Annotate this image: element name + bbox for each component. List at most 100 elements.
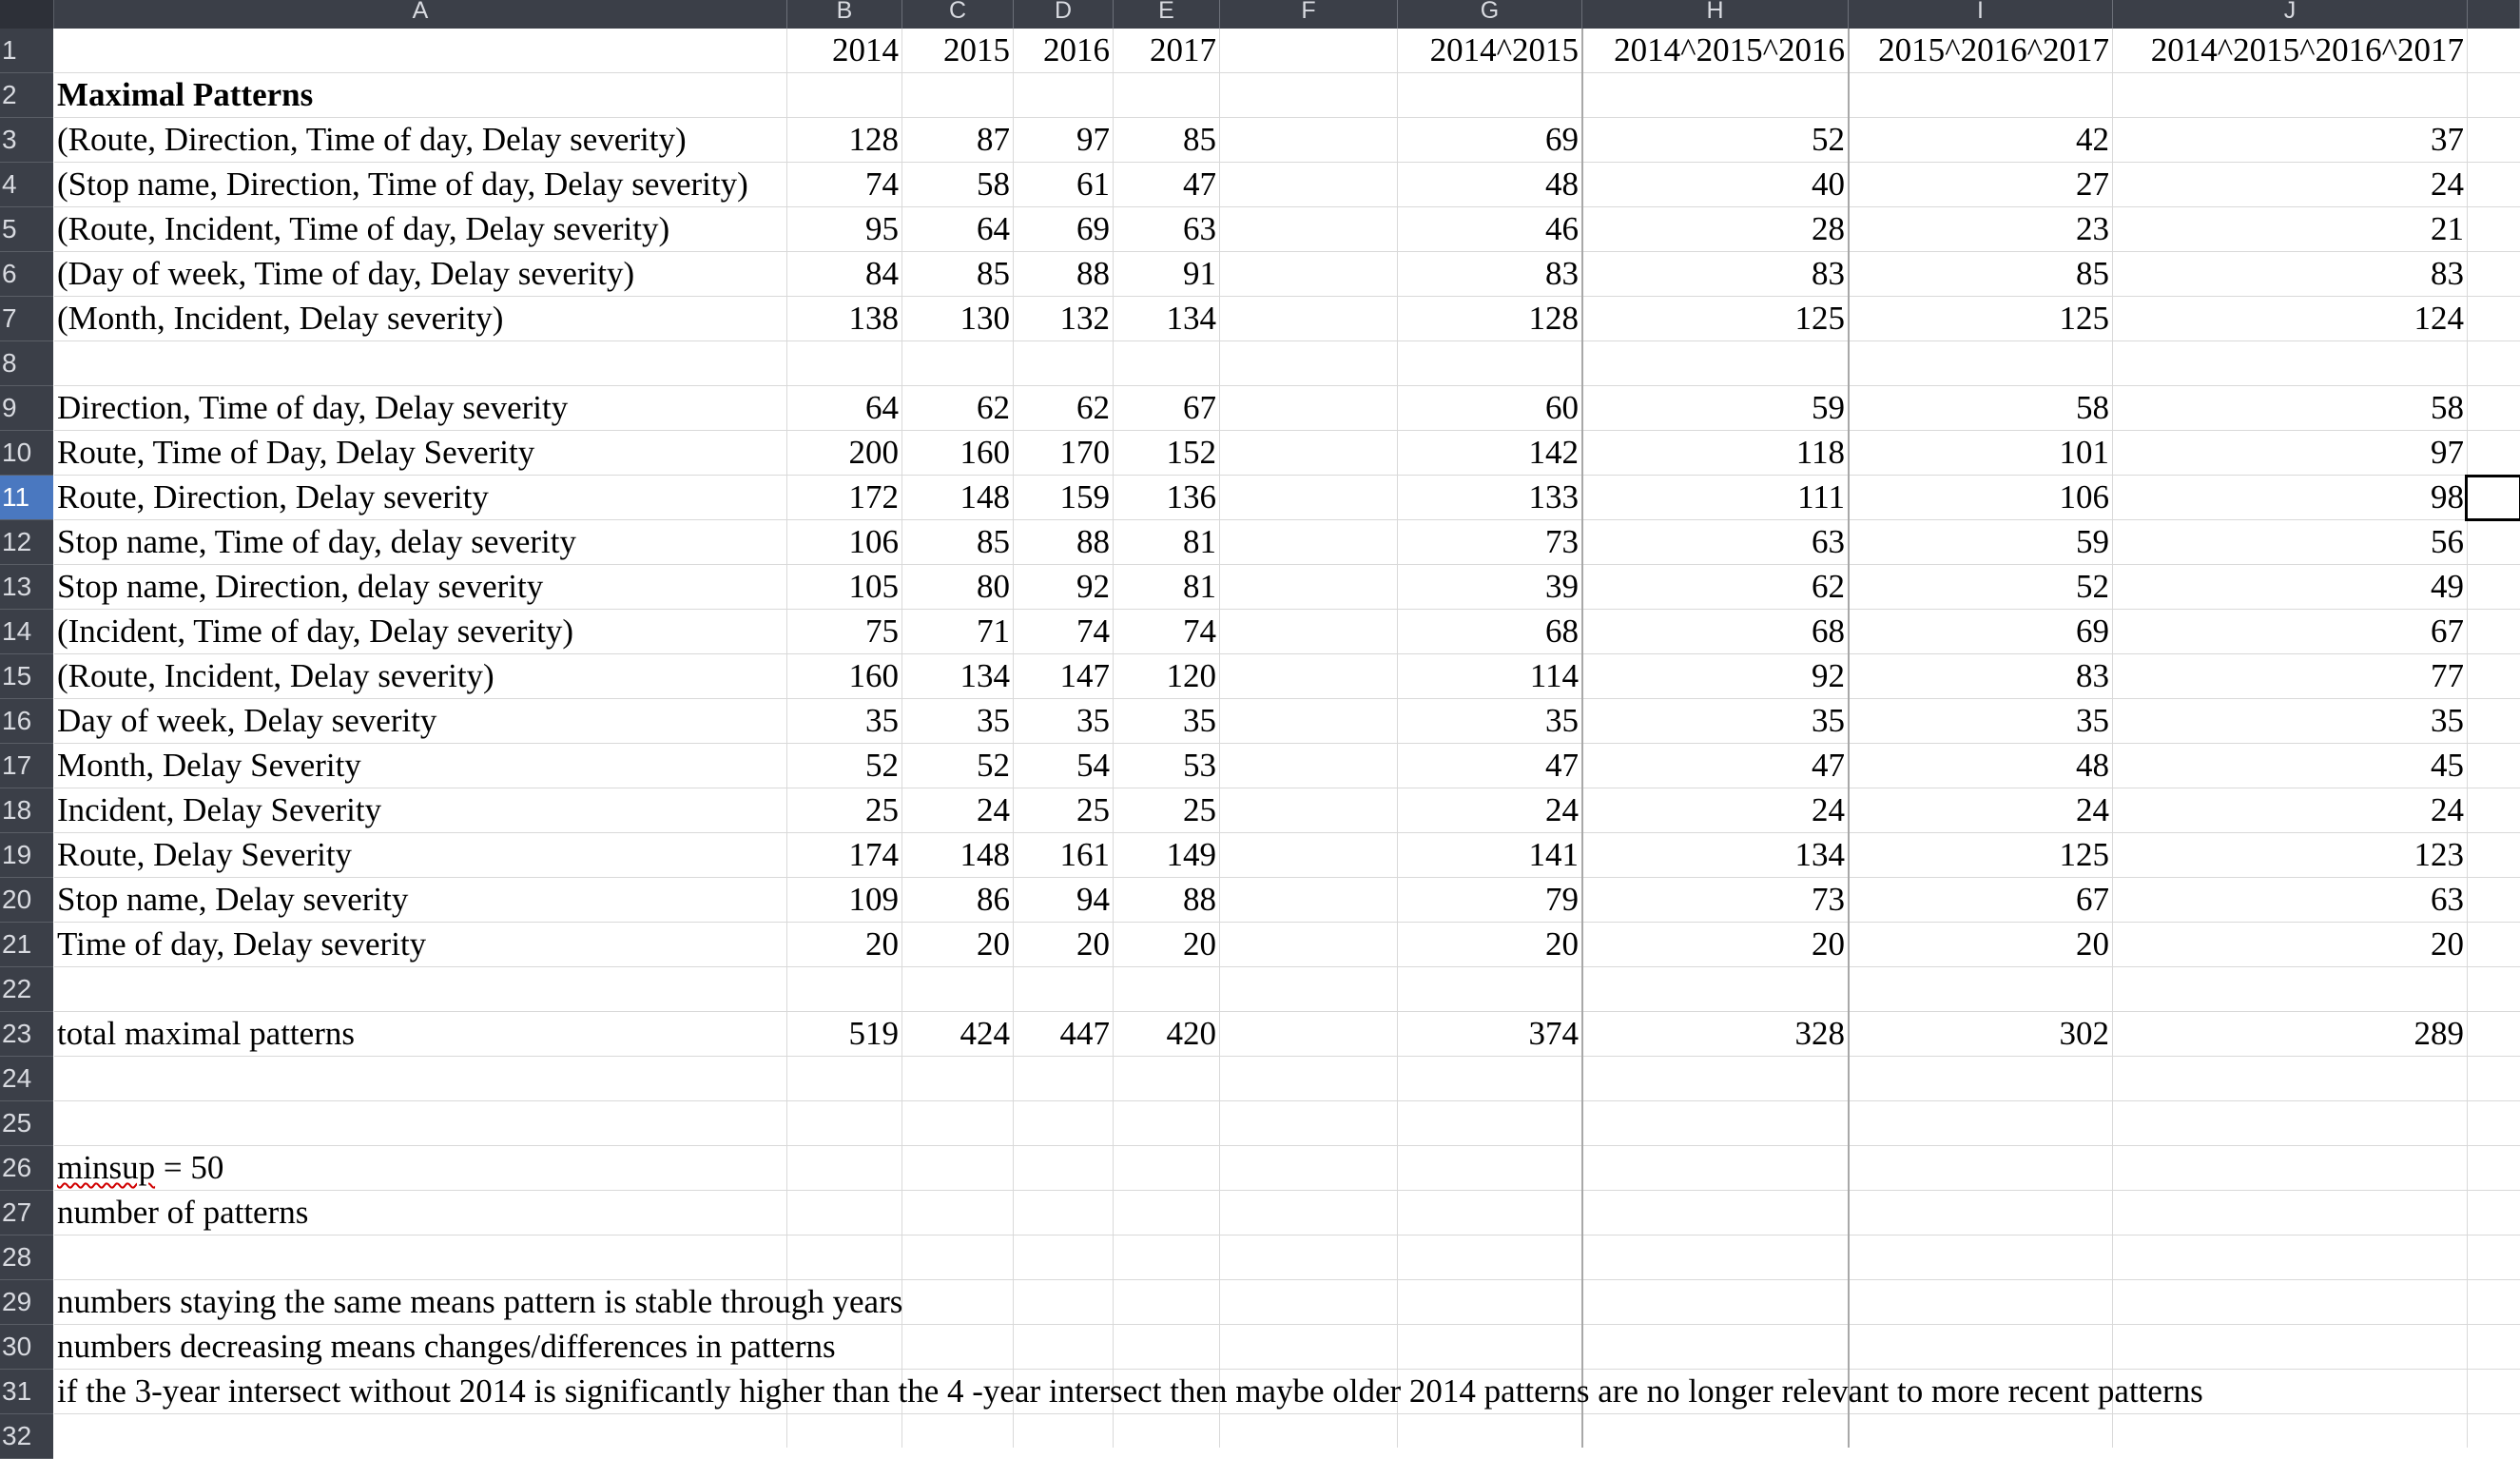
column-header-f[interactable]: F <box>1220 0 1398 29</box>
value-cell[interactable]: 52 <box>865 747 899 784</box>
value-cell[interactable]: 58 <box>2431 389 2464 426</box>
minsup-cell[interactable]: minsup = 50 <box>54 1146 787 1190</box>
row-header-31[interactable]: 31 <box>0 1370 53 1414</box>
note-cell[interactable]: numbers decreasing means changes/differe… <box>57 1328 836 1365</box>
row-header-5[interactable]: 5 <box>0 207 53 252</box>
selected-cell-cursor[interactable] <box>2465 475 2520 521</box>
value-cell[interactable]: 27 <box>2076 165 2109 203</box>
value-cell[interactable]: 69 <box>2076 613 2109 650</box>
value-cell[interactable]: 21 <box>2431 210 2464 247</box>
value-cell[interactable]: 118 <box>1795 434 1845 471</box>
header-cell-e[interactable]: 2017 <box>1150 31 1216 68</box>
value-cell[interactable]: 84 <box>865 255 899 292</box>
value-cell[interactable]: 62 <box>1812 568 1845 605</box>
value-cell[interactable]: 83 <box>2076 657 2109 694</box>
value-cell[interactable]: 60 <box>1545 389 1579 426</box>
value-cell[interactable]: 59 <box>1812 389 1845 426</box>
row-header-7[interactable]: 7 <box>0 297 53 341</box>
row-header-19[interactable]: 19 <box>0 833 53 878</box>
value-cell[interactable]: 39 <box>1545 568 1579 605</box>
value-cell[interactable]: 35 <box>865 702 899 739</box>
value-cell[interactable]: 35 <box>2076 702 2109 739</box>
value-cell[interactable]: 160 <box>960 434 1011 471</box>
row-label-cell[interactable]: (Day of week, Time of day, Delay severit… <box>57 255 635 292</box>
value-cell[interactable]: 56 <box>2431 523 2464 560</box>
value-cell[interactable]: 47 <box>1545 747 1579 784</box>
value-cell[interactable]: 88 <box>1183 881 1216 918</box>
value-cell[interactable]: 25 <box>1076 791 1110 828</box>
value-cell[interactable]: 114 <box>1529 657 1579 694</box>
row-header-18[interactable]: 18 <box>0 788 53 833</box>
value-cell[interactable]: 328 <box>1794 1015 1846 1052</box>
value-cell[interactable]: 40 <box>1812 165 1845 203</box>
value-cell[interactable]: 136 <box>1166 478 1217 516</box>
value-cell[interactable]: 81 <box>1183 523 1216 560</box>
value-cell[interactable]: 424 <box>960 1015 1011 1052</box>
value-cell[interactable]: 141 <box>1528 836 1580 873</box>
value-cell[interactable]: 35 <box>1812 702 1845 739</box>
row-label-cell[interactable]: Stop name, Time of day, delay severity <box>57 523 576 560</box>
value-cell[interactable]: 160 <box>848 657 900 694</box>
value-cell[interactable]: 61 <box>1076 165 1110 203</box>
value-cell[interactable]: 77 <box>2431 657 2464 694</box>
row-header-16[interactable]: 16 <box>0 699 53 744</box>
value-cell[interactable]: 152 <box>1166 434 1217 471</box>
row-label-cell[interactable]: Direction, Time of day, Delay severity <box>57 389 569 426</box>
value-cell[interactable]: 101 <box>2059 434 2110 471</box>
value-cell[interactable]: 45 <box>2431 747 2464 784</box>
value-cell[interactable]: 149 <box>1166 836 1217 873</box>
value-cell[interactable]: 97 <box>2431 434 2464 471</box>
value-cell[interactable]: 67 <box>1183 389 1216 426</box>
value-cell[interactable]: 111 <box>1797 478 1845 516</box>
value-cell[interactable]: 200 <box>848 434 900 471</box>
value-cell[interactable]: 54 <box>1076 747 1110 784</box>
value-cell[interactable]: 85 <box>2076 255 2109 292</box>
value-cell[interactable]: 47 <box>1812 747 1845 784</box>
row-label-cell[interactable]: (Stop name, Direction, Time of day, Dela… <box>57 165 748 203</box>
value-cell[interactable]: 92 <box>1812 657 1845 694</box>
value-cell[interactable]: 73 <box>1812 881 1845 918</box>
value-cell[interactable]: 20 <box>1545 925 1579 963</box>
value-cell[interactable]: 24 <box>2431 165 2464 203</box>
value-cell[interactable]: 519 <box>848 1015 900 1052</box>
header-cell-c[interactable]: 2015 <box>943 31 1010 68</box>
row-label-cell[interactable]: total maximal patterns <box>57 1015 355 1052</box>
value-cell[interactable]: 25 <box>1183 791 1216 828</box>
header-cell-d[interactable]: 2016 <box>1043 31 1110 68</box>
value-cell[interactable]: 35 <box>977 702 1010 739</box>
row-header-29[interactable]: 29 <box>0 1280 53 1325</box>
value-cell[interactable]: 124 <box>2413 300 2465 337</box>
row-label-cell[interactable]: (Month, Incident, Delay severity) <box>57 300 504 337</box>
value-cell[interactable]: 46 <box>1545 210 1579 247</box>
value-cell[interactable]: 132 <box>1059 300 1111 337</box>
value-cell[interactable]: 47 <box>1183 165 1216 203</box>
value-cell[interactable]: 48 <box>2076 747 2109 784</box>
value-cell[interactable]: 120 <box>1166 657 1217 694</box>
column-header-b[interactable]: B <box>787 0 902 29</box>
row-header-8[interactable]: 8 <box>0 341 53 386</box>
value-cell[interactable]: 125 <box>1794 300 1846 337</box>
row-label-cell[interactable]: Route, Delay Severity <box>57 836 353 873</box>
value-cell[interactable]: 24 <box>1545 791 1579 828</box>
row-header-28[interactable]: 28 <box>0 1235 53 1280</box>
value-cell[interactable]: 63 <box>2431 881 2464 918</box>
column-header-d[interactable]: D <box>1014 0 1114 29</box>
row-header-6[interactable]: 6 <box>0 252 53 297</box>
value-cell[interactable]: 63 <box>1812 523 1845 560</box>
header-cell-i[interactable]: 2015^2016^2017 <box>1878 31 2109 68</box>
value-cell[interactable]: 98 <box>2431 478 2464 516</box>
row-label-cell[interactable]: Incident, Delay Severity <box>57 791 382 828</box>
row-header-25[interactable]: 25 <box>0 1101 53 1146</box>
value-cell[interactable]: 142 <box>1528 434 1580 471</box>
row-header-32[interactable]: 32 <box>0 1414 53 1459</box>
value-cell[interactable]: 161 <box>1059 836 1111 873</box>
value-cell[interactable]: 74 <box>865 165 899 203</box>
value-cell[interactable]: 28 <box>1812 210 1845 247</box>
column-header-c[interactable]: C <box>902 0 1014 29</box>
row-header-10[interactable]: 10 <box>0 431 53 476</box>
row-header-17[interactable]: 17 <box>0 744 53 788</box>
row-header-22[interactable]: 22 <box>0 967 53 1012</box>
value-cell[interactable]: 86 <box>977 881 1010 918</box>
sheet-title-cell[interactable]: Maximal Patterns <box>57 76 314 113</box>
value-cell[interactable]: 68 <box>1812 613 1845 650</box>
